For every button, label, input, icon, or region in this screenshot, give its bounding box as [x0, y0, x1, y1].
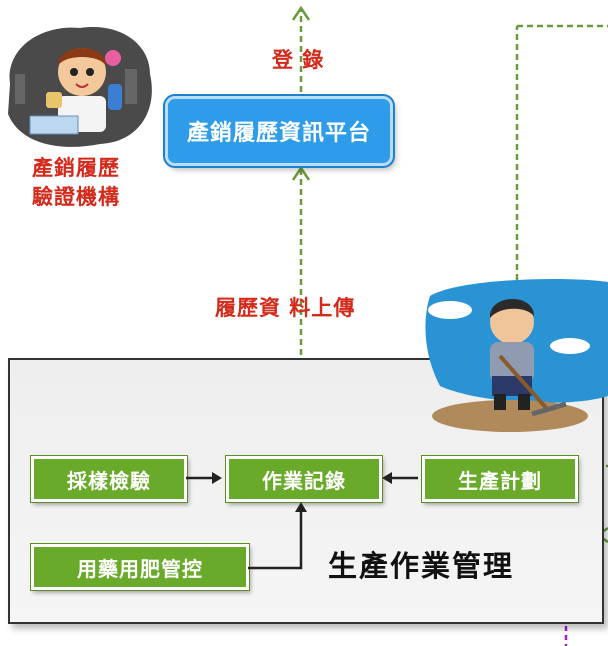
institution-label-line1: 產銷履歷	[32, 156, 120, 180]
upload-label: 履歷資 料上傳	[215, 296, 356, 320]
institution-label-line2: 驗證機構	[32, 185, 120, 209]
plan-box: 生產計劃	[422, 456, 578, 502]
pesticide-to-record-arrow	[248, 508, 303, 570]
pesticide-control-box: 用藥用肥管控	[31, 544, 249, 590]
record-box: 作業記錄	[226, 456, 382, 502]
panel-title: 生產作業管理	[328, 549, 515, 583]
sampling-box: 採樣檢驗	[31, 456, 187, 502]
register-label: 登 錄	[272, 48, 325, 72]
platform-box: 產銷履歷資訊平台	[165, 96, 393, 166]
institution-illustration	[8, 27, 152, 147]
farmer-illustration	[425, 278, 608, 432]
upload-arrowhead	[291, 165, 311, 181]
register-arrowhead	[291, 5, 311, 21]
